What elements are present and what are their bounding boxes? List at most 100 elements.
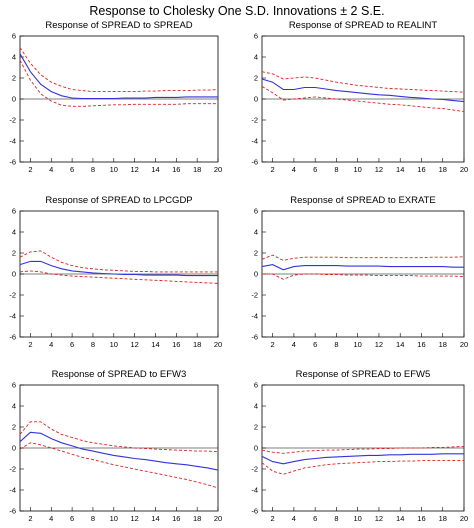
lower-band-line — [261, 460, 464, 475]
x-tick-label: 6 — [70, 165, 74, 174]
y-tick-label: 0 — [254, 270, 258, 279]
y-tick-label: 2 — [254, 423, 258, 432]
y-tick-label: 2 — [12, 249, 16, 258]
x-tick-label: 6 — [70, 514, 74, 523]
x-tick-label: 14 — [396, 165, 404, 174]
y-tick-label: 2 — [12, 74, 16, 83]
x-tick-label: 14 — [151, 340, 159, 349]
x-tick-label: 2 — [271, 340, 275, 349]
y-tick-label: 6 — [12, 381, 16, 390]
response-line — [19, 431, 219, 471]
x-tick-label: 6 — [313, 340, 317, 349]
panel-title: Response of SPREAD to LPCGDP — [45, 195, 192, 206]
x-tick-label: 16 — [417, 340, 425, 349]
upper-band-line — [261, 71, 465, 93]
y-tick-label: -2 — [9, 116, 16, 125]
y-tick-label: 4 — [12, 53, 16, 62]
y-tick-label: 0 — [254, 95, 258, 104]
y-tick-label: 0 — [12, 95, 16, 104]
x-tick-label: 14 — [151, 165, 159, 174]
x-tick-label: 18 — [193, 340, 201, 349]
x-tick-label: 14 — [396, 340, 404, 349]
upper-band-line — [19, 250, 218, 273]
x-tick-label: 18 — [439, 165, 447, 174]
x-tick-label: 10 — [354, 340, 362, 349]
y-tick-label: -4 — [251, 137, 258, 146]
x-tick-label: 4 — [49, 165, 53, 174]
y-tick-label: -4 — [9, 137, 16, 146]
y-tick-label: -2 — [251, 465, 258, 474]
response-line — [19, 260, 218, 277]
lower-band-line — [19, 442, 219, 489]
upper-band-line — [19, 421, 219, 453]
x-tick-label: 12 — [375, 514, 383, 523]
x-tick-label: 4 — [49, 514, 53, 523]
x-tick-label: 18 — [439, 340, 447, 349]
x-tick-label: 6 — [313, 165, 317, 174]
y-tick-label: -4 — [9, 486, 16, 495]
x-tick-label: 2 — [28, 165, 32, 174]
lower-band-line — [19, 270, 219, 284]
x-tick-label: 12 — [130, 340, 138, 349]
x-tick-label: 12 — [130, 165, 138, 174]
y-tick-label: 4 — [12, 402, 16, 411]
y-tick-label: 2 — [12, 423, 16, 432]
x-tick-label: 20 — [460, 165, 468, 174]
panel-title: Response of SPREAD to EXRATE — [290, 195, 436, 206]
x-tick-label: 16 — [172, 514, 180, 523]
x-tick-label: 16 — [172, 340, 180, 349]
x-tick-label: 20 — [460, 514, 468, 523]
response-line — [261, 78, 465, 103]
y-tick-label: -4 — [9, 312, 16, 321]
x-tick-label: 2 — [28, 514, 32, 523]
upper-band-line — [261, 254, 465, 261]
y-tick-label: 2 — [254, 74, 258, 83]
x-tick-label: 4 — [292, 514, 296, 523]
panel-3: Response of SPREAD to LPCGDP -6 -4 -2 0 2 4 6 2 4… — [9, 195, 222, 349]
panel-5: Response of SPREAD to EFW3 -6 -4 -2 0 2 4 6 2 4 6 8… — [9, 369, 222, 523]
x-tick-label: 10 — [354, 165, 362, 174]
lower-band-line — [19, 59, 218, 107]
x-tick-label: 14 — [151, 514, 159, 523]
x-tick-label: 10 — [110, 514, 118, 523]
x-tick-label: 8 — [91, 340, 95, 349]
upper-band-line — [261, 445, 465, 454]
y-tick-label: 4 — [254, 53, 258, 62]
panel-title: Response of SPREAD to REALINT — [289, 20, 438, 31]
response-line — [261, 453, 464, 465]
x-tick-label: 8 — [91, 165, 95, 174]
y-tick-label: -6 — [251, 158, 258, 167]
y-tick-label: 6 — [254, 381, 258, 390]
panel-title: Response of SPREAD to SPREAD — [45, 20, 192, 31]
response-line — [19, 53, 218, 100]
x-tick-label: 6 — [313, 514, 317, 523]
x-tick-label: 10 — [354, 514, 362, 523]
x-tick-label: 8 — [91, 514, 95, 523]
x-tick-label: 20 — [214, 165, 222, 174]
response-line — [261, 264, 464, 271]
y-tick-label: 2 — [254, 249, 258, 258]
x-tick-label: 16 — [172, 165, 180, 174]
x-tick-label: 4 — [292, 340, 296, 349]
y-tick-label: -2 — [251, 116, 258, 125]
y-tick-label: -6 — [9, 333, 16, 342]
x-tick-label: 18 — [193, 165, 201, 174]
x-tick-label: 12 — [130, 514, 138, 523]
x-tick-label: 10 — [110, 340, 118, 349]
y-tick-label: -6 — [251, 507, 258, 516]
panel-1: Response of SPREAD to SPREAD -6 -4 -2 0 2 4 6 2 4… — [9, 20, 222, 174]
x-tick-label: 12 — [375, 340, 383, 349]
x-tick-label: 4 — [49, 340, 53, 349]
x-tick-label: 18 — [439, 514, 447, 523]
y-tick-label: -6 — [9, 507, 16, 516]
x-tick-label: 8 — [334, 514, 338, 523]
panel-2: Response of SPREAD to REALINT -6 -4 -2 0 2 4 6 2… — [251, 20, 468, 174]
panel-4: Response of SPREAD to EXRATE -6 -4 -2 0 2 4 6 2 4… — [251, 195, 468, 349]
y-tick-label: 6 — [12, 32, 16, 41]
x-tick-label: 8 — [334, 165, 338, 174]
y-tick-label: -6 — [251, 333, 258, 342]
y-tick-label: -4 — [251, 486, 258, 495]
panel-title: Response of SPREAD to EFW3 — [52, 369, 187, 380]
x-tick-label: 10 — [110, 165, 118, 174]
